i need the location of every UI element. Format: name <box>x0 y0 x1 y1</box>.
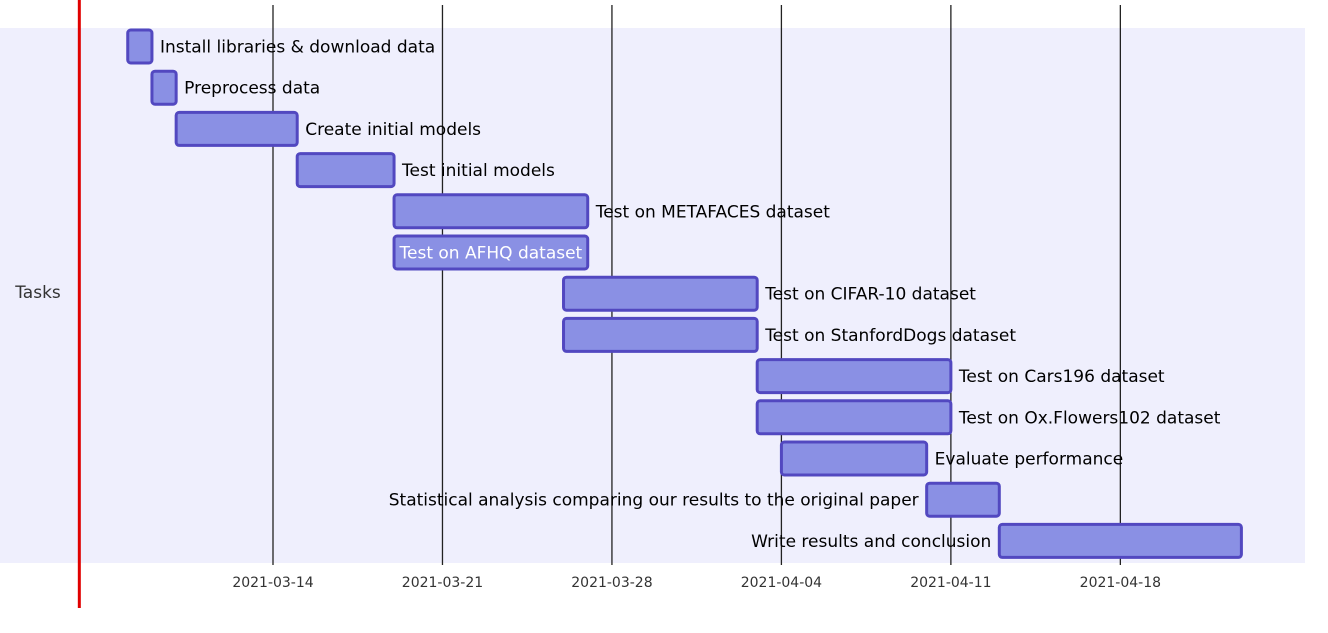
x-tick-label: 2021-04-18 <box>1080 575 1161 591</box>
task-bar <box>755 399 953 436</box>
task-label: Install libraries & download data <box>160 38 435 58</box>
task-bar <box>755 358 953 395</box>
task-label: Test on METAFACES dataset <box>595 202 831 222</box>
task-bar <box>392 234 590 271</box>
task-bar <box>997 522 1243 559</box>
task-bar <box>562 275 759 312</box>
task-bar <box>295 152 396 189</box>
task-label: Test on CIFAR-10 dataset <box>764 285 976 305</box>
task-label: Test on AFHQ dataset <box>399 244 583 264</box>
task-label: Create initial models <box>305 120 481 140</box>
x-tick-label: 2021-03-21 <box>402 575 483 591</box>
task-bar <box>126 28 154 65</box>
section-label: Tasks <box>14 283 61 303</box>
x-axis-ticks: 2021-03-14 2021-03-21 2021-03-28 2021-04-04… <box>232 575 1161 591</box>
x-tick-label: 2021-03-14 <box>232 575 313 591</box>
task-label: Write results and conclusion <box>751 532 991 552</box>
task-label: Test on Cars196 dataset <box>958 367 1165 387</box>
task-label: Preprocess data <box>184 79 320 99</box>
task-label: Evaluate performance <box>935 450 1124 470</box>
task-label: Statistical analysis comparing our resul… <box>389 491 919 511</box>
task-bar <box>925 481 1001 518</box>
task-bar <box>779 440 929 477</box>
task-bar <box>392 193 590 230</box>
x-tick-label: 2021-04-11 <box>910 575 991 591</box>
task-bar <box>150 69 178 106</box>
task-bar <box>562 316 759 353</box>
task-label: Test initial models <box>401 161 555 181</box>
task-bar <box>174 110 299 147</box>
x-tick-label: 2021-03-28 <box>571 575 652 591</box>
task-bars: Install libraries & download data Preproc… <box>126 28 1243 559</box>
x-tick-label: 2021-04-04 <box>741 575 822 591</box>
task-label: Test on Ox.Flowers102 dataset <box>958 408 1221 428</box>
task-label: Test on StanfordDogs dataset <box>764 326 1016 346</box>
